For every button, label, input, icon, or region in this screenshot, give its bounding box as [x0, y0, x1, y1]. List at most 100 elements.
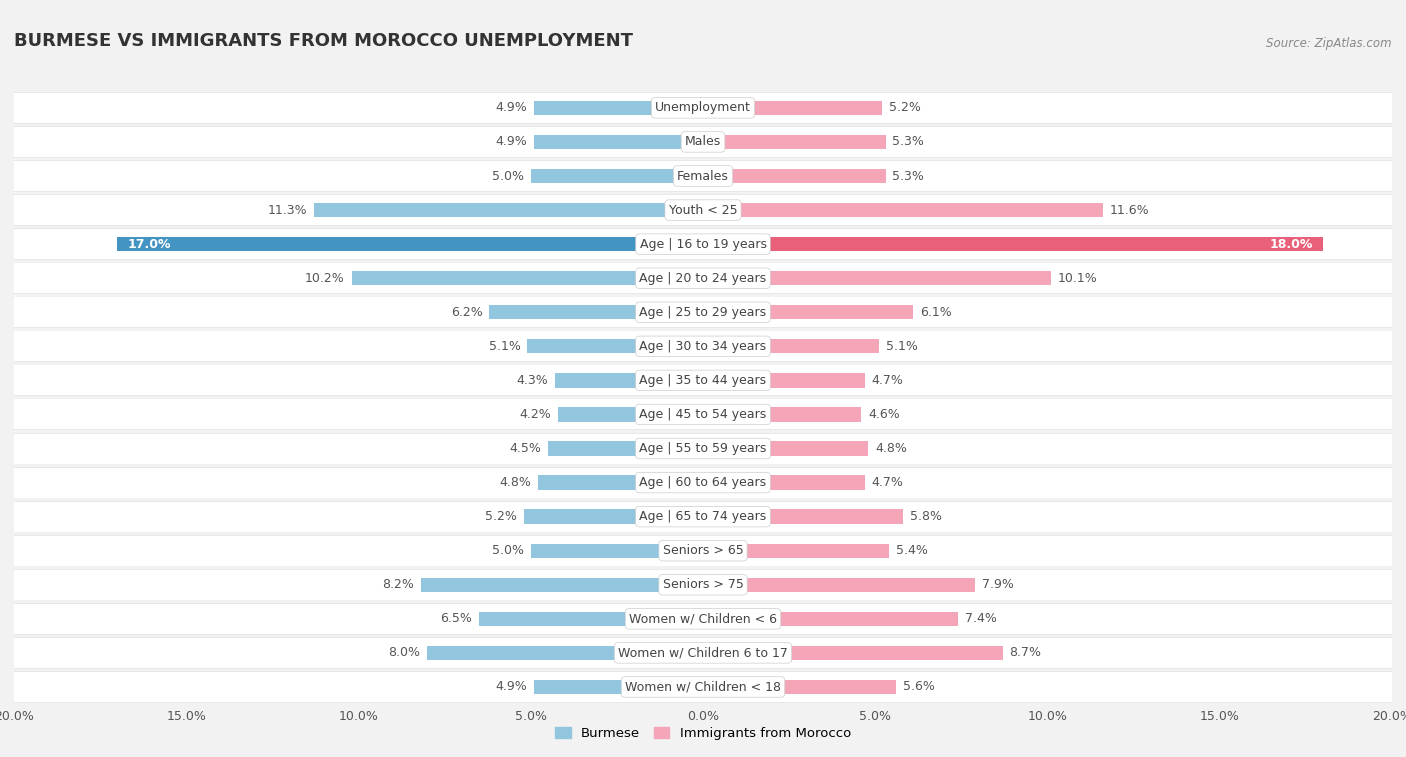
Text: 7.4%: 7.4% [965, 612, 997, 625]
Bar [555, 373, 703, 388]
Legend: Burmese, Immigrants from Morocco: Burmese, Immigrants from Morocco [555, 727, 851, 740]
Bar [14, 603, 1392, 634]
Bar [14, 92, 1392, 123]
Bar [703, 578, 976, 592]
Bar [14, 400, 1392, 429]
Bar [703, 271, 1050, 285]
Text: Age | 20 to 24 years: Age | 20 to 24 years [640, 272, 766, 285]
Text: 6.5%: 6.5% [440, 612, 472, 625]
Text: 8.2%: 8.2% [382, 578, 413, 591]
Text: Age | 65 to 74 years: Age | 65 to 74 years [640, 510, 766, 523]
Text: 5.0%: 5.0% [492, 544, 524, 557]
Bar [14, 468, 1392, 497]
Bar [14, 638, 1392, 668]
Bar [703, 509, 903, 524]
Bar [14, 637, 1392, 668]
Bar [14, 502, 1392, 531]
Bar [14, 331, 1392, 362]
Text: 6.1%: 6.1% [920, 306, 952, 319]
Text: 8.0%: 8.0% [388, 646, 420, 659]
Bar [14, 127, 1392, 157]
Bar [703, 373, 865, 388]
Bar [534, 680, 703, 694]
Bar [548, 441, 703, 456]
Text: Women w/ Children < 6: Women w/ Children < 6 [628, 612, 778, 625]
Bar [534, 101, 703, 115]
Text: 5.2%: 5.2% [485, 510, 517, 523]
Bar [703, 203, 1102, 217]
Text: 5.3%: 5.3% [893, 170, 924, 182]
Bar [14, 433, 1392, 464]
Bar [703, 407, 862, 422]
Text: Males: Males [685, 136, 721, 148]
Bar [14, 501, 1392, 532]
Text: 18.0%: 18.0% [1270, 238, 1313, 251]
Text: Age | 35 to 44 years: Age | 35 to 44 years [640, 374, 766, 387]
Text: 4.8%: 4.8% [875, 442, 907, 455]
Text: Source: ZipAtlas.com: Source: ZipAtlas.com [1267, 37, 1392, 50]
Bar [558, 407, 703, 422]
Bar [703, 135, 886, 149]
Bar [14, 263, 1392, 294]
Bar [531, 169, 703, 183]
Bar [14, 604, 1392, 634]
Text: Seniors > 65: Seniors > 65 [662, 544, 744, 557]
Bar [703, 612, 957, 626]
Text: 4.3%: 4.3% [516, 374, 548, 387]
Bar [14, 365, 1392, 396]
Bar [14, 434, 1392, 463]
Bar [703, 475, 865, 490]
Text: 5.4%: 5.4% [896, 544, 928, 557]
Bar [703, 169, 886, 183]
Bar [527, 339, 703, 354]
Text: Age | 55 to 59 years: Age | 55 to 59 years [640, 442, 766, 455]
Text: 5.3%: 5.3% [893, 136, 924, 148]
Text: Females: Females [678, 170, 728, 182]
Text: 5.8%: 5.8% [910, 510, 942, 523]
Bar [14, 366, 1392, 395]
Text: 10.2%: 10.2% [305, 272, 344, 285]
Bar [14, 467, 1392, 498]
Text: Seniors > 75: Seniors > 75 [662, 578, 744, 591]
Text: BURMESE VS IMMIGRANTS FROM MOROCCO UNEMPLOYMENT: BURMESE VS IMMIGRANTS FROM MOROCCO UNEMP… [14, 32, 633, 50]
Bar [420, 578, 703, 592]
Text: 5.0%: 5.0% [492, 170, 524, 182]
Bar [14, 399, 1392, 430]
Bar [14, 229, 1392, 260]
Bar [14, 569, 1392, 600]
Bar [14, 229, 1392, 259]
Bar [14, 671, 1392, 702]
Text: Unemployment: Unemployment [655, 101, 751, 114]
Bar [703, 237, 1323, 251]
Text: 4.7%: 4.7% [872, 476, 904, 489]
Bar [479, 612, 703, 626]
Bar [537, 475, 703, 490]
Bar [14, 332, 1392, 361]
Text: Age | 25 to 29 years: Age | 25 to 29 years [640, 306, 766, 319]
Text: 10.1%: 10.1% [1057, 272, 1098, 285]
Text: 4.9%: 4.9% [495, 681, 527, 693]
Bar [703, 646, 1002, 660]
Text: 17.0%: 17.0% [128, 238, 172, 251]
Text: Women w/ Children 6 to 17: Women w/ Children 6 to 17 [619, 646, 787, 659]
Bar [524, 509, 703, 524]
Bar [14, 535, 1392, 566]
Bar [14, 298, 1392, 327]
Text: Youth < 25: Youth < 25 [669, 204, 737, 217]
Text: 4.8%: 4.8% [499, 476, 531, 489]
Bar [14, 195, 1392, 225]
Bar [14, 161, 1392, 191]
Bar [352, 271, 703, 285]
Text: 5.1%: 5.1% [886, 340, 918, 353]
Text: 5.6%: 5.6% [903, 681, 935, 693]
Text: Age | 16 to 19 years: Age | 16 to 19 years [640, 238, 766, 251]
Text: Age | 30 to 34 years: Age | 30 to 34 years [640, 340, 766, 353]
Bar [14, 263, 1392, 293]
Text: Age | 45 to 54 years: Age | 45 to 54 years [640, 408, 766, 421]
Bar [314, 203, 703, 217]
Text: 8.7%: 8.7% [1010, 646, 1042, 659]
Bar [14, 297, 1392, 328]
Bar [703, 339, 879, 354]
Text: Age | 60 to 64 years: Age | 60 to 64 years [640, 476, 766, 489]
Bar [534, 135, 703, 149]
